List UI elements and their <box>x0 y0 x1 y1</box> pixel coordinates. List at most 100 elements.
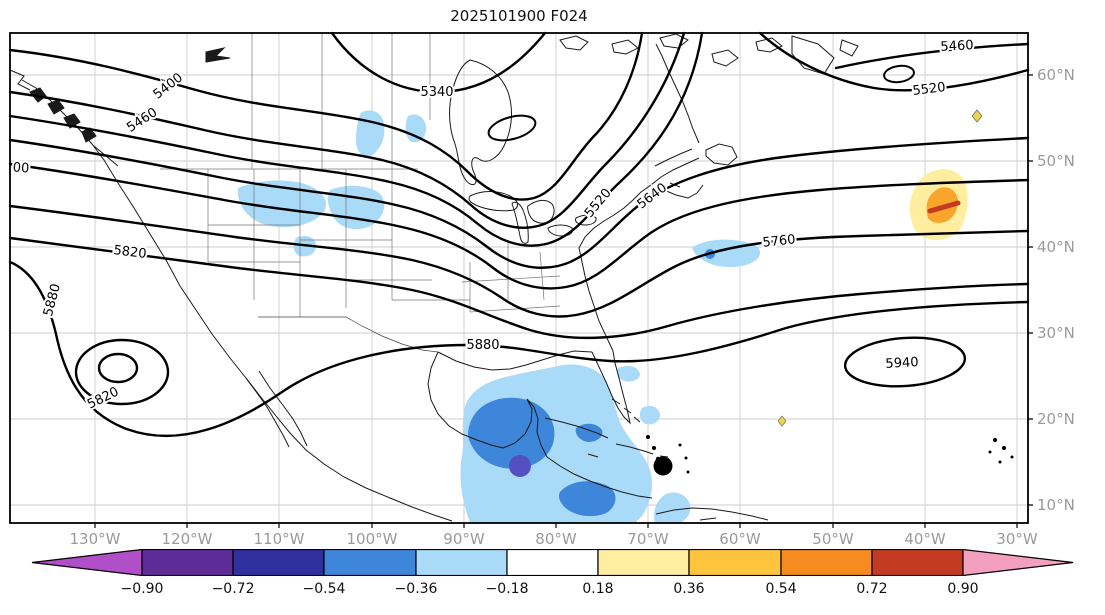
lat-label: 50°N <box>1037 152 1075 170</box>
colorbar-segment <box>415 549 508 576</box>
pos-anomaly-speck-1 <box>971 109 983 123</box>
contour-high-5940 <box>843 336 967 388</box>
lat-label: 10°N <box>1037 496 1075 514</box>
lon-label: 80°W <box>535 530 577 548</box>
mexico-east-coast <box>427 351 504 449</box>
pacific-coast <box>21 79 453 522</box>
colorbar-segment <box>323 549 417 576</box>
lon-label: 60°W <box>719 530 761 548</box>
contour-label: 5520 <box>912 80 947 99</box>
neg-anomaly-caribbean-se <box>654 492 691 523</box>
colorbar-segment <box>232 549 325 576</box>
contour-inner-low-loop <box>487 114 537 142</box>
lon-label: 110°W <box>254 530 305 548</box>
colorbar-tick-labels: −0.90 −0.72 −0.54 −0.36 −0.18 0.18 0.36 … <box>30 581 1075 601</box>
lat-label: 30°N <box>1037 324 1075 342</box>
coastlines <box>9 33 859 522</box>
neg-anomaly-prairies <box>355 110 385 157</box>
newfoundland <box>705 143 738 166</box>
storm-marker <box>653 456 673 476</box>
contour-5400 <box>8 31 644 201</box>
lon-label: 30°W <box>996 530 1038 548</box>
contour-5460-atlantic <box>834 42 1030 70</box>
florida <box>591 350 631 425</box>
lon-label: 50°W <box>812 530 854 548</box>
baja-california <box>245 370 308 448</box>
lon-ticks <box>94 523 1018 528</box>
page-title: 2025101900 F024 <box>450 7 588 25</box>
contour-5820 <box>8 236 1030 340</box>
lon-label: 120°W <box>162 530 213 548</box>
colorbar-tick: −0.18 <box>485 581 529 597</box>
contour-5640 <box>8 136 1030 269</box>
east-coast <box>578 176 662 352</box>
neg-anomaly-caribbean-inner-core <box>509 455 531 477</box>
colorbar-segment <box>871 549 964 576</box>
contour-5880 <box>8 260 1030 437</box>
map-markers <box>646 435 1014 476</box>
colorbar-tick: −0.90 <box>120 581 164 597</box>
gulf-coast <box>437 350 593 371</box>
neg-anomaly-antilles <box>639 406 661 425</box>
neg-anomaly-caribbean-core-w <box>468 397 555 469</box>
colorbar-tick: 0.90 <box>947 581 979 597</box>
lon-label: 70°W <box>627 530 669 548</box>
contour-label: 5640 <box>635 180 670 212</box>
central-america <box>546 456 653 499</box>
contour-5700 <box>8 162 1030 290</box>
lon-label: 40°W <box>904 530 946 548</box>
contour-label: 5820 <box>113 243 148 262</box>
contour-label: 5460 <box>124 105 160 136</box>
mexico-border <box>258 316 439 353</box>
lon-label: 130°W <box>70 530 121 548</box>
lon-label: 100°W <box>347 530 398 548</box>
lon-tick-labels: 130°W 120°W 110°W 100°W 90°W 80°W 70°W 6… <box>70 530 1038 548</box>
contour-5520-atlantic <box>758 31 1030 92</box>
yucatan <box>502 398 548 458</box>
colorbar-tick: 0.72 <box>856 581 888 597</box>
neg-anomaly-rockies-a <box>237 180 326 228</box>
lat-ticks <box>1028 74 1033 506</box>
colorbar-tick: 0.54 <box>765 581 797 597</box>
colorbar-segment <box>780 549 873 576</box>
map-frame <box>9 32 1033 528</box>
contour-5760 <box>8 204 1030 318</box>
colorbar-tick: 0.18 <box>582 581 614 597</box>
hudson-bay <box>449 59 512 186</box>
contour-5520-closed <box>883 64 915 84</box>
gulf-st-lawrence <box>654 148 700 178</box>
arctic-islands <box>559 33 859 75</box>
colorbar-left-arrow <box>31 549 143 576</box>
contour-low-5820-inner <box>97 352 139 384</box>
lat-label: 40°N <box>1037 238 1075 256</box>
contour-5460-west <box>8 31 686 229</box>
contour-5520-west <box>8 31 704 247</box>
colorbar-tick: −0.36 <box>394 581 438 597</box>
contour-5340 <box>330 31 547 94</box>
caribbean-islands <box>544 398 669 458</box>
contour-label: 5940 <box>885 355 919 372</box>
alaska-coast <box>9 69 31 91</box>
south-america-coast <box>655 507 769 521</box>
contour-label: 5340 <box>420 85 453 100</box>
contour-label: 00 <box>12 160 30 176</box>
nova-scotia <box>663 182 704 199</box>
neg-anomaly-small-2 <box>405 114 427 143</box>
lat-label: 20°N <box>1037 410 1075 428</box>
colorbar-right-arrow <box>962 549 1074 576</box>
colorbar-tick: 0.36 <box>673 581 705 597</box>
colorbar-segment <box>597 549 690 576</box>
contour-label: 5460 <box>940 38 974 55</box>
contour-low-5820-outer <box>74 338 170 406</box>
pos-anomaly-speck-2 <box>777 415 787 427</box>
contour-label: 5880 <box>41 282 64 318</box>
alaska-islands <box>29 47 231 143</box>
colorbar-tick: −0.54 <box>302 581 346 597</box>
neg-anomaly-bahamas <box>617 366 640 382</box>
labrador-coast <box>655 43 700 144</box>
colorbar-segment <box>141 549 234 576</box>
lat-tick-labels: 60°N 50°N 40°N 30°N 20°N 10°N <box>1037 66 1075 514</box>
contour-label: 5880 <box>466 338 499 353</box>
